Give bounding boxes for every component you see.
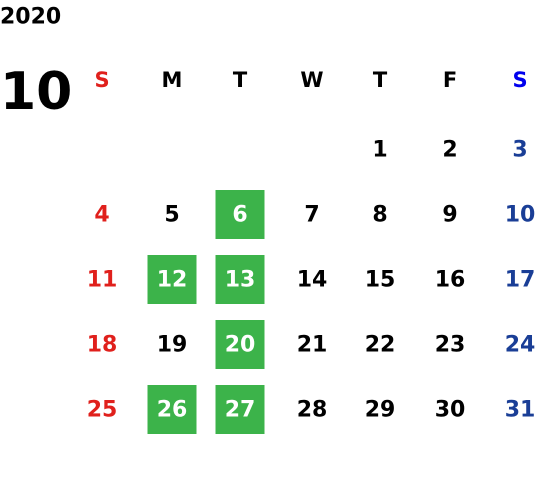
weekday-label: S: [94, 68, 109, 92]
day-number: 6: [232, 203, 247, 228]
highlight-box: [147, 255, 197, 304]
day-number: 4: [94, 203, 109, 228]
day-number: 30: [435, 398, 466, 423]
weekday-label: T: [373, 68, 388, 92]
weekday-label: M: [162, 68, 183, 92]
highlight-box: [215, 320, 265, 369]
highlight-box: [215, 190, 265, 239]
day-number: 19: [157, 333, 188, 358]
day-number: 17: [505, 268, 536, 293]
day-number: 3: [512, 138, 527, 163]
day-number: 15: [365, 268, 396, 293]
day-number: 18: [87, 333, 118, 358]
day-number: 10: [505, 203, 536, 228]
highlight-box: [215, 255, 265, 304]
day-number: 25: [87, 398, 118, 423]
weekday-label: W: [300, 68, 323, 92]
day-number: 29: [365, 398, 396, 423]
weekday-label: F: [443, 68, 457, 92]
day-number: 12: [157, 268, 188, 293]
day-number: 9: [442, 203, 457, 228]
year: 2020: [0, 5, 61, 30]
day-number: 20: [225, 333, 256, 358]
day-number: 26: [157, 398, 188, 423]
highlight-box: [147, 385, 197, 434]
day-number: 11: [87, 268, 118, 293]
day-number: 1: [372, 138, 387, 163]
month: 10: [0, 62, 72, 122]
day-number: 31: [505, 398, 536, 423]
day-number: 28: [297, 398, 328, 423]
day-number: 2: [442, 138, 457, 163]
day-number: 24: [505, 333, 536, 358]
day-number: 5: [164, 203, 179, 228]
day-number: 21: [297, 333, 328, 358]
highlight-box: [215, 385, 265, 434]
day-number: 13: [225, 268, 256, 293]
weekday-label: S: [512, 68, 527, 92]
day-number: 16: [435, 268, 466, 293]
day-number: 14: [297, 268, 328, 293]
day-number: 7: [304, 203, 319, 228]
day-number: 27: [225, 398, 256, 423]
weekday-label: T: [233, 68, 248, 92]
day-number: 23: [435, 333, 466, 358]
day-number: 22: [365, 333, 396, 358]
day-number: 8: [372, 203, 387, 228]
